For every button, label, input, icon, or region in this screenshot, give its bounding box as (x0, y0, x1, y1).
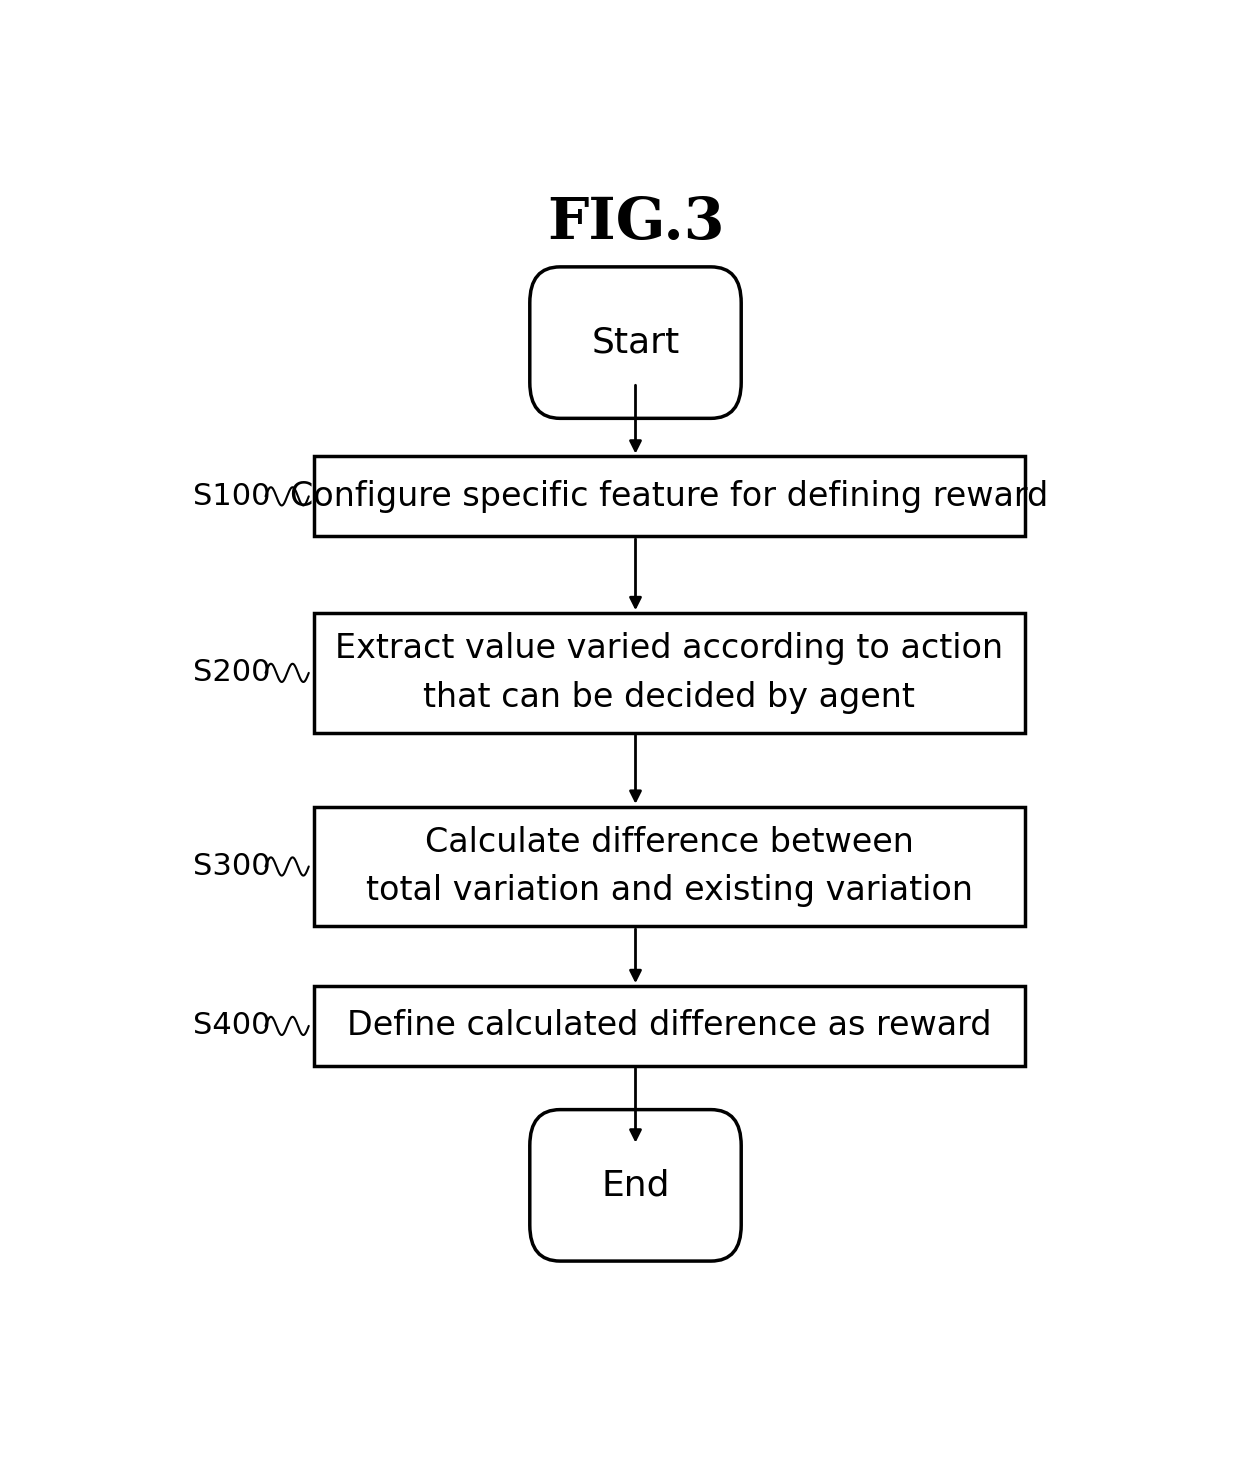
FancyBboxPatch shape (314, 806, 1024, 926)
FancyBboxPatch shape (314, 457, 1024, 537)
Text: Start: Start (591, 325, 680, 359)
Text: End: End (601, 1168, 670, 1202)
Text: S300: S300 (193, 852, 270, 881)
FancyBboxPatch shape (314, 986, 1024, 1066)
FancyBboxPatch shape (529, 1109, 742, 1262)
Text: Define calculated difference as reward: Define calculated difference as reward (347, 1009, 992, 1043)
Text: S400: S400 (193, 1012, 270, 1040)
Text: S100: S100 (193, 482, 270, 510)
Text: Calculate difference between
total variation and existing variation: Calculate difference between total varia… (366, 825, 972, 907)
Text: FIG.3: FIG.3 (547, 195, 724, 251)
FancyBboxPatch shape (314, 614, 1024, 732)
Text: Extract value varied according to action
that can be decided by agent: Extract value varied according to action… (335, 632, 1003, 714)
FancyBboxPatch shape (529, 266, 742, 419)
Text: Configure specific feature for defining reward: Configure specific feature for defining … (290, 479, 1048, 513)
Text: S200: S200 (193, 658, 270, 688)
